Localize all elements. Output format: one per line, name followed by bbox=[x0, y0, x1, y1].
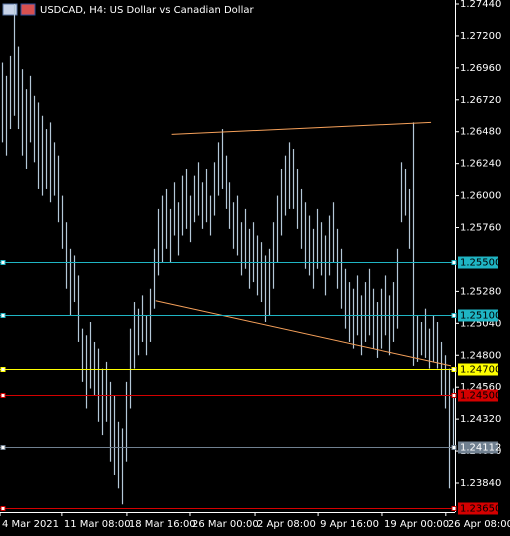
level-marker bbox=[0, 445, 6, 450]
symbol-icon bbox=[20, 3, 36, 16]
level-marker bbox=[451, 393, 457, 398]
y-tick-label: 1.24320 bbox=[460, 414, 501, 425]
y-tick-label: 1.26720 bbox=[460, 95, 501, 106]
y-tick-label: 1.23840 bbox=[460, 478, 501, 489]
level-marker bbox=[0, 313, 6, 318]
level-marker bbox=[451, 506, 457, 511]
level-marker bbox=[0, 393, 6, 398]
level-marker bbox=[451, 445, 457, 450]
x-tick-label: 26 Apr 08:00 bbox=[448, 519, 510, 530]
x-tick-label: 18 Mar 16:00 bbox=[129, 519, 196, 530]
x-tick-label: 2 Apr 08:00 bbox=[257, 519, 316, 530]
y-tick-label: 1.26000 bbox=[460, 191, 501, 202]
level-label: 1.25500 bbox=[460, 258, 501, 269]
level-label: 1.24700 bbox=[460, 365, 501, 376]
symbol-icon bbox=[2, 3, 18, 16]
x-tick-label: 11 Mar 08:00 bbox=[64, 519, 131, 530]
level-marker bbox=[451, 313, 457, 318]
level-label: 1.23650 bbox=[460, 504, 501, 515]
level-label-box bbox=[458, 389, 498, 402]
y-tick-label: 1.26960 bbox=[460, 63, 501, 74]
level-marker bbox=[451, 367, 457, 372]
plot bbox=[0, 3, 455, 509]
level-label-box bbox=[458, 309, 498, 322]
level-label-box bbox=[458, 502, 498, 515]
x-tick-label: 9 Apr 16:00 bbox=[320, 519, 379, 530]
level-label: 1.24112 bbox=[460, 443, 501, 454]
level-marker bbox=[0, 260, 6, 265]
y-tick-label: 1.27440 bbox=[460, 0, 501, 10]
level-label: 1.25100 bbox=[460, 311, 501, 322]
level-label-box bbox=[458, 441, 498, 454]
x-tick-label: 26 Mar 00:00 bbox=[192, 519, 259, 530]
y-tick-label: 1.25280 bbox=[460, 286, 501, 297]
level-marker bbox=[0, 367, 6, 372]
trend-line bbox=[155, 300, 452, 367]
trend-line bbox=[171, 121, 432, 135]
x-tick-label: 19 Apr 00:00 bbox=[384, 519, 449, 530]
level-marker bbox=[0, 506, 6, 511]
y-tick-label: 1.25040 bbox=[460, 318, 501, 329]
y-tick-label: 1.27200 bbox=[460, 31, 501, 42]
level-marker bbox=[451, 260, 457, 265]
level-label-box bbox=[458, 256, 498, 269]
y-tick-label: 1.26240 bbox=[460, 159, 501, 170]
x-tick-label: 4 Mar 2021 bbox=[2, 519, 59, 530]
y-tick-label: 1.25760 bbox=[460, 223, 501, 234]
y-tick-label: 1.24560 bbox=[460, 382, 501, 393]
y-tick-label: 1.24800 bbox=[460, 350, 501, 361]
chart-title: USDCAD, H4: US Dollar vs Canadian Dollar bbox=[40, 5, 254, 16]
level-label-box bbox=[458, 363, 498, 376]
level-label: 1.24500 bbox=[460, 391, 501, 402]
y-tick-label: 1.26480 bbox=[460, 127, 501, 138]
